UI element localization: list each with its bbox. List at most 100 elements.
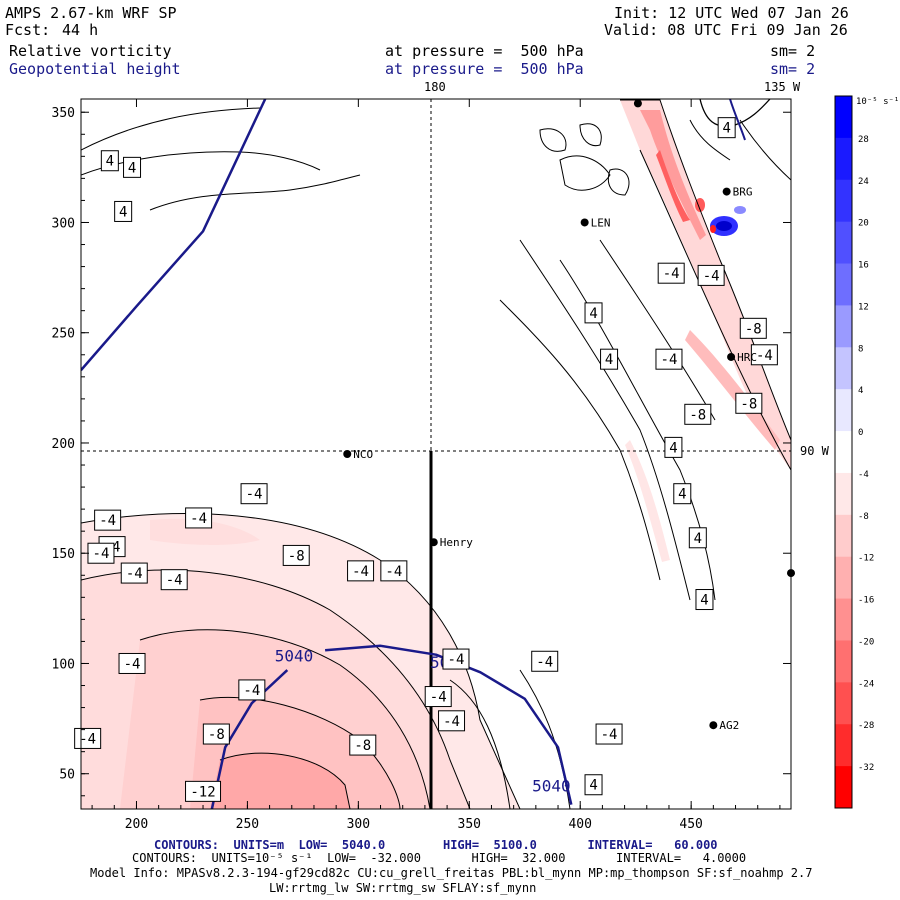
y-tick-label: 50 — [59, 768, 75, 783]
y-tick-label: 150 — [52, 547, 75, 562]
station-marker — [633, 99, 642, 108]
contour-label: -4 — [79, 731, 96, 747]
contour-label-box — [684, 403, 712, 425]
contour-label-box — [380, 560, 408, 582]
contour-label-box — [202, 723, 230, 745]
colorbar-swatch — [835, 347, 852, 390]
colorbar-swatch — [835, 263, 852, 306]
contour-label: 4 — [678, 487, 686, 503]
colorbar-level: 12 — [858, 302, 869, 312]
colorbar-swatch — [835, 682, 852, 725]
station-label: NCO — [353, 448, 373, 461]
contour-label-box — [673, 483, 692, 505]
contour-label-box — [688, 527, 707, 549]
plot-frame — [80, 98, 792, 810]
contour-label: -8 — [745, 321, 762, 337]
contour-label: -4 — [243, 683, 260, 699]
footer-height-contours: CONTOURS: UNITS=m LOW= 5040.0 HIGH= 5100… — [154, 838, 718, 852]
y-tick-label: 100 — [52, 657, 75, 672]
contour-label-box — [240, 483, 268, 505]
field1-smoothing: sm= 2 — [770, 42, 816, 60]
contour-label: -4 — [756, 348, 773, 364]
colorbar-swatch — [835, 179, 852, 223]
colorbar-swatch — [835, 431, 852, 474]
colorbar-swatch — [835, 598, 852, 641]
height-contour-5040 — [325, 644, 573, 805]
height-contour-label: 5040 — [275, 646, 314, 665]
contour-label: 4 — [605, 352, 613, 368]
colorbar-level: -8 — [858, 512, 869, 522]
contour-label-box — [349, 734, 377, 756]
station-marker — [429, 538, 438, 547]
colorbar-swatch — [835, 514, 852, 558]
contour-label-box — [347, 560, 375, 582]
x-tick-label: 200 — [125, 817, 148, 832]
contour-label: 4 — [669, 440, 677, 456]
colorbar: 28 24 20 16 12 8 4 0 -4 -8 -12 -16 -20 -24 -28 -32 10⁻⁵ … — [834, 95, 899, 809]
x-tick-label: 250 — [236, 817, 259, 832]
contour-label: -4 — [124, 656, 141, 672]
contour-label: -4 — [448, 652, 465, 668]
station-marker — [722, 187, 731, 196]
contour-label: -4 — [663, 266, 680, 282]
contour-label: -4 — [352, 564, 369, 580]
y-tick-label: 300 — [52, 216, 75, 231]
contour-label-box — [584, 774, 603, 796]
y-tick-label: 350 — [52, 106, 75, 121]
init-time: Init: 12 UTC Wed 07 Jan 26 — [614, 4, 849, 22]
contour-label-box — [442, 648, 470, 670]
colorbar-level: -32 — [858, 763, 874, 773]
colorbar-level: 28 — [858, 135, 869, 145]
colorbar-swatch — [835, 305, 852, 348]
station-label: BRG — [733, 186, 753, 199]
contour-label-box — [531, 650, 559, 672]
height-contour-5040 — [210, 669, 289, 809]
colorbar-swatch — [835, 766, 852, 809]
footer-vorticity-contours: CONTOURS: UNITS=10⁻⁵ s⁻¹ LOW= -32.000 HI… — [132, 851, 747, 865]
contour-label: 4 — [119, 204, 127, 220]
contour-label: -4 — [703, 268, 720, 284]
contour-label: 4 — [589, 778, 597, 794]
colorbar-swatch — [835, 96, 852, 139]
contour-labels: 444-4-4-4-4-4-4-4-8-4-4-4-4-4-8-8-12-4-4… — [74, 117, 778, 802]
field2-level: at pressure = 500 hPa — [385, 60, 584, 78]
colorbar-level: -4 — [858, 470, 869, 480]
contour-label-box — [118, 652, 146, 674]
colorbar-level: 8 — [858, 344, 863, 354]
contour-label: 4 — [589, 306, 597, 322]
contour-label: -8 — [208, 727, 225, 743]
colorbar-level: -16 — [858, 596, 874, 606]
contour-label-box — [160, 569, 188, 591]
contour-label-box — [664, 436, 683, 458]
field2-name: Geopotential height — [9, 60, 181, 78]
field1-name: Relative vorticity — [9, 42, 172, 60]
contour-label-box — [238, 679, 266, 701]
contour-label: -12 — [190, 784, 215, 800]
colorbar-level: -20 — [858, 637, 874, 647]
contour-label: -4 — [443, 714, 460, 730]
height-contour-5040 — [81, 99, 267, 372]
contour-label: -4 — [190, 511, 207, 527]
contour-label-box — [695, 589, 714, 611]
x-tick-label: 300 — [347, 817, 370, 832]
field1-level: at pressure = 500 hPa — [385, 42, 584, 60]
height-contour-label: 5040 — [532, 776, 571, 795]
contour-label: -4 — [536, 654, 553, 670]
contour-label-box — [438, 710, 466, 732]
contour-label-box — [739, 317, 767, 339]
colorbar-units: 10⁻⁵ s⁻¹ — [856, 97, 899, 107]
contour-label: -4 — [601, 727, 618, 743]
stations: NCO Henry AG2 LEN BRG HRC — [343, 99, 795, 732]
label-lon-135w: 135 W — [764, 80, 801, 94]
contour-label: -4 — [246, 487, 263, 503]
contour-label: 4 — [700, 593, 708, 609]
colorbar-level: 0 — [858, 428, 863, 438]
contour-label: -4 — [385, 564, 402, 580]
contour-label-box — [717, 117, 736, 139]
x-tick-label: 350 — [458, 817, 481, 832]
colorbar-level: -24 — [858, 679, 874, 689]
contour-label-box — [120, 562, 148, 584]
contour-label: 4 — [694, 531, 702, 547]
footer-physics: LW:rrtmg_lw SW:rrtmg_sw SFLAY:sf_mynn — [269, 881, 537, 895]
